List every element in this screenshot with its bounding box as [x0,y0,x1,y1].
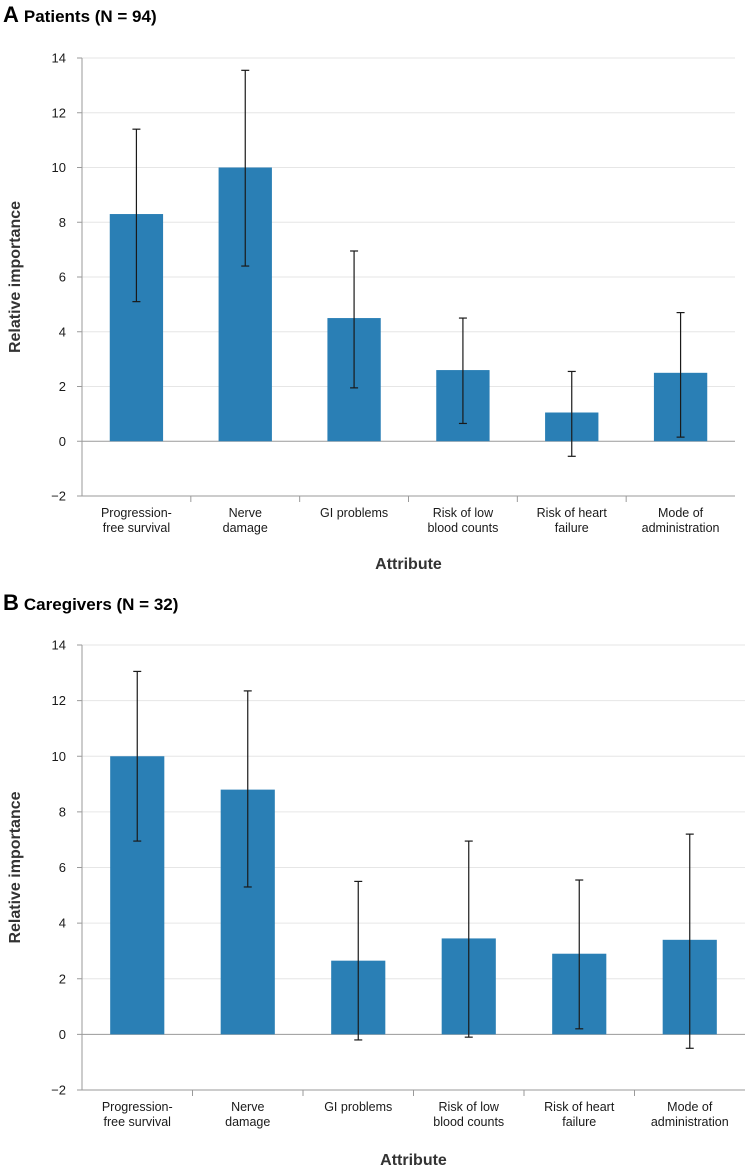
x-tick-label-line: GI problems [320,506,388,520]
x-tick-label-line: Progression- [101,506,172,520]
x-axis-title: Attribute [380,1152,447,1169]
chart-panel-b: B Caregivers (N = 32) −2 0 2 4 6 8 10 12 14 Progres… [3,590,745,1169]
y-axis-title: Relative importance [7,791,24,943]
panel-title-text: Caregivers (N = 32) [24,595,179,614]
panel-title: A Patients (N = 94) [3,2,157,27]
x-tick-label: GI problems [320,506,388,520]
x-tick-label: Risk of heart failure [537,506,608,535]
x-tick-label-line: Risk of heart [544,1100,615,1114]
y-tick-label: 14 [52,51,66,66]
x-tick-label-line: Progression- [102,1100,173,1114]
x-tick-label-line: Risk of heart [537,506,608,520]
y-tick-label: 0 [59,434,66,449]
x-tick-label: Nerve damage [223,506,268,535]
y-tick-label: 6 [59,860,66,875]
y-tick-label: −2 [51,1083,66,1098]
x-tick-label: Nerve damage [225,1100,270,1129]
y-tick-label: 6 [59,270,66,285]
x-tick-label: Risk of low blood counts [427,506,498,535]
x-tick-label-line: GI problems [324,1100,392,1114]
x-tick-label-line: free survival [104,1115,171,1129]
panel-letter: A [3,2,19,27]
x-tick-label-line: Mode of [667,1100,713,1114]
y-tick-label: 4 [59,324,66,339]
y-axis-title: Relative importance [7,201,24,353]
x-tick-label-line: blood counts [427,521,498,535]
y-tick-label: −2 [51,489,66,504]
y-tick-label: 2 [59,971,66,986]
x-tick-label: Progression-free survival [101,506,172,535]
y-tick-label: 12 [52,105,66,120]
x-tick-label-line: blood counts [433,1115,504,1129]
x-tick-label: GI problems [324,1100,392,1114]
x-tick-label-line: free survival [103,521,170,535]
x-tick-label-line: Nerve [229,506,262,520]
x-tick-label: Progression-free survival [102,1100,173,1129]
x-tick-label-line: Risk of low [433,506,494,520]
panel-letter: B [3,590,19,615]
x-tick-label-line: failure [555,521,589,535]
x-tick-label-line: failure [562,1115,596,1129]
panel-title: B Caregivers (N = 32) [3,590,178,615]
y-tick-label: 14 [52,638,66,653]
y-tick-label: 12 [52,693,66,708]
y-tick-label: 2 [59,379,66,394]
x-tick-label-line: Risk of low [439,1100,500,1114]
y-tick-label: 10 [52,160,66,175]
y-tick-label: 10 [52,749,66,764]
x-tick-label-line: damage [225,1115,270,1129]
x-tick-label-line: Mode of [658,506,704,520]
panel-title-text: Patients (N = 94) [24,7,157,26]
x-tick-label-line: administration [651,1115,729,1129]
x-tick-label-line: Nerve [231,1100,264,1114]
x-tick-label: Mode of administration [642,506,720,535]
x-tick-label: Risk of heart failure [544,1100,615,1129]
y-tick-label: 4 [59,916,66,931]
chart-panel-a: A Patients (N = 94) −2 0 2 4 6 8 10 12 14 Progressi… [3,2,735,573]
x-tick-label-line: damage [223,521,268,535]
x-tick-label: Mode of administration [651,1100,729,1129]
x-tick-label-line: administration [642,521,720,535]
y-tick-label: 8 [59,804,66,819]
x-axis-title: Attribute [375,556,442,573]
y-tick-label: 8 [59,215,66,230]
x-tick-label: Risk of low blood counts [433,1100,504,1129]
y-tick-label: 0 [59,1027,66,1042]
